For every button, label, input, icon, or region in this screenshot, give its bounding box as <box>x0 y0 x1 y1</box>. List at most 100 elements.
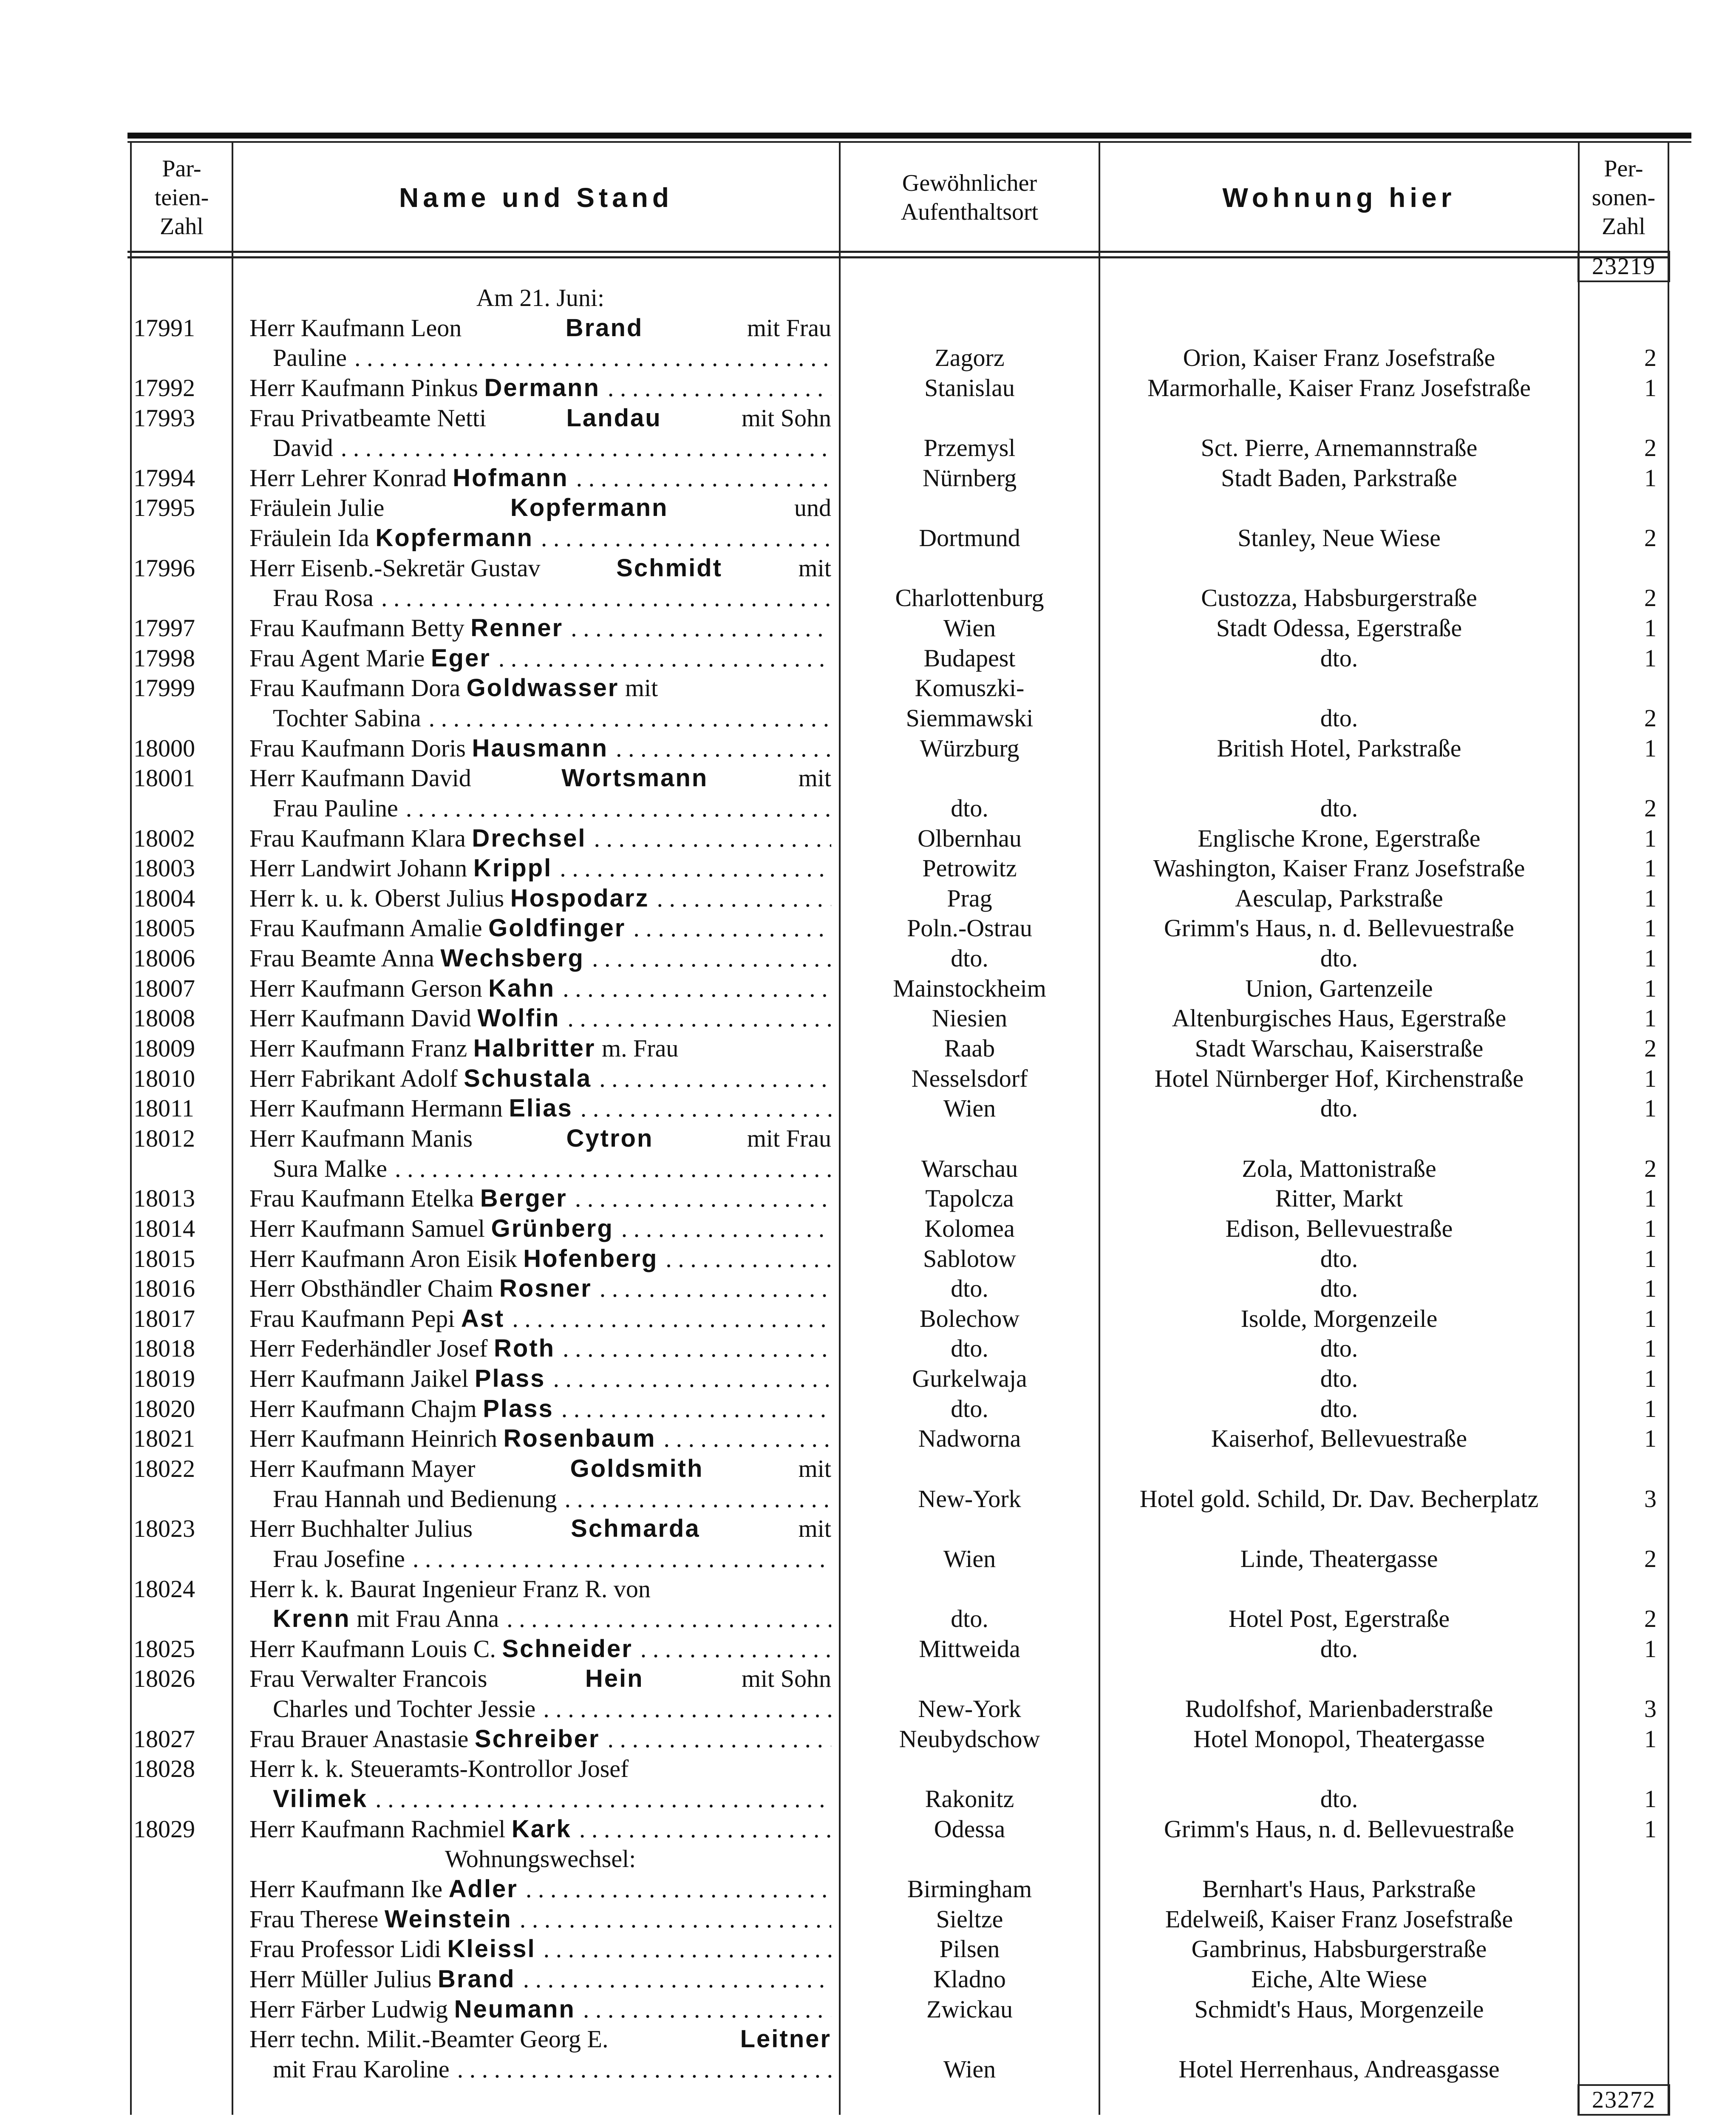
surname: Krippl <box>473 854 552 882</box>
lodging-here <box>1099 673 1579 703</box>
lodging-here <box>1099 403 1579 434</box>
name-text: Herr Kaufmann Franz <box>249 1034 473 1062</box>
party-number: 18014 <box>133 1214 195 1242</box>
party-number <box>131 703 232 734</box>
name-and-status: Herr Kaufmann Mayer Goldsmith mit <box>232 1454 840 1484</box>
party-number: 17992 <box>133 374 195 402</box>
name-and-status: Herr Federhändler Josef Roth <box>232 1334 840 1364</box>
table-row: 18002 Frau Kaufmann Klara Drechsel Olbernh… <box>131 824 1669 854</box>
dot-leader <box>507 1604 831 1634</box>
person-count <box>1579 2024 1669 2054</box>
party-number <box>131 1484 232 1514</box>
name-text: Fräulein Julie <box>249 494 391 522</box>
name-text: Herr Kaufmann Leon <box>249 314 468 342</box>
dot-leader <box>512 1304 831 1334</box>
usual-residence: Tapolcza <box>925 1184 1014 1213</box>
name-and-status: Herr Kaufmann Samuel Grünberg <box>232 1214 840 1244</box>
lodging-here: Hotel Monopol, Theatergasse <box>1193 1725 1485 1753</box>
name-and-status: Herr Kaufmann Louis C. Schneider <box>232 1634 840 1664</box>
surname: Krenn <box>273 1605 351 1633</box>
party-number: 17991 <box>133 314 195 342</box>
header-name-and-status: Name und Stand <box>399 182 673 213</box>
header-rule <box>127 251 1670 253</box>
table-row: 17998 Frau Agent Marie Eger Budapest dto. 1 <box>131 643 1669 674</box>
lodging-here: Schmidt's Haus, Morgenzeile <box>1194 1995 1484 2023</box>
lodging-here <box>1099 1574 1579 1604</box>
lodging-here <box>1099 313 1579 343</box>
name-text: Pauline <box>273 344 347 372</box>
person-count: 1 <box>1644 974 1657 1002</box>
person-count <box>1579 1995 1669 2025</box>
table-row: Frau Josefine Wien Linde, Theatergasse 2 <box>131 1544 1669 1574</box>
lodging-here <box>1099 1454 1579 1484</box>
usual-residence: dto. <box>951 794 988 822</box>
person-count <box>1579 673 1669 703</box>
table-row: 18004 Herr k. u. k. Oberst Julius Hospoda… <box>131 884 1669 914</box>
header-text: Zahl <box>1602 213 1645 240</box>
lodging-here: dto. <box>1320 1394 1358 1422</box>
name-and-status: Krenn mit Frau Anna <box>232 1604 840 1634</box>
usual-residence: Niesien <box>932 1004 1008 1032</box>
lodging-here: dto. <box>1320 1785 1358 1813</box>
table-row: 18016 Herr Obsthändler Chaim Rosner dto. dt… <box>131 1274 1669 1304</box>
name-and-status: Herr k. k. Steueramts-Kontrollor Josef <box>232 1754 840 1784</box>
usual-residence: Mittweida <box>919 1635 1020 1663</box>
lodging-here: dto. <box>1320 1334 1358 1363</box>
usual-residence <box>840 1574 1099 1604</box>
name-text: Frau Kaufmann Dora <box>249 674 467 702</box>
usual-residence <box>840 1844 1099 1874</box>
name-suffix: mit <box>792 1515 831 1543</box>
party-number <box>131 793 232 824</box>
person-count <box>1579 1904 1669 1935</box>
lodging-here: Stadt Baden, Parkstraße <box>1221 464 1457 492</box>
name-text: Sura Malke <box>273 1154 387 1182</box>
header-text: Per- <box>1604 156 1643 182</box>
person-count: 1 <box>1644 1334 1657 1363</box>
name-and-status: Herr techn. Milit.-Beamter Georg E. Leit… <box>232 2024 840 2054</box>
name-text: Herr Federhändler Josef <box>249 1334 494 1363</box>
person-count: 2 <box>1644 1605 1657 1633</box>
dot-leader <box>341 433 831 463</box>
lodging-here: Edison, Bellevuestraße <box>1225 1214 1453 1242</box>
person-count <box>1579 553 1669 584</box>
name-and-status: Am 21. Juni: <box>232 283 840 313</box>
name-suffix: mit Frau <box>741 314 831 342</box>
name-text: Herr Kaufmann Rachmiel <box>249 1815 512 1843</box>
surname: Schmarda <box>571 1515 700 1543</box>
usual-residence: Komuszki- <box>915 674 1025 702</box>
table-row: Frau Pauline dto. dto. 2 <box>131 793 1669 824</box>
party-number <box>131 1154 232 1184</box>
dot-leader <box>395 1154 831 1184</box>
person-count: 1 <box>1644 1064 1657 1092</box>
dot-leader <box>663 1424 831 1454</box>
name-and-status: Frau Pauline <box>232 793 840 824</box>
name-and-status: mit Frau Karoline <box>232 2054 840 2085</box>
party-number: 18010 <box>133 1064 195 1092</box>
table-row: 18001 Herr Kaufmann David Wortsmann mit <box>131 763 1669 793</box>
usual-residence: Wien <box>943 1544 996 1572</box>
lodging-here: Washington, Kaiser Franz Josefstraße <box>1153 854 1525 882</box>
lodging-here: Linde, Theatergasse <box>1240 1544 1438 1572</box>
table-row: Sura Malke Warschau Zola, Mattonistraße 2 <box>131 1154 1669 1184</box>
dot-leader <box>567 1003 831 1034</box>
section-heading: Am 21. Juni: <box>476 284 605 312</box>
surname: Elias <box>509 1094 573 1122</box>
usual-residence: Kladno <box>933 1965 1006 1993</box>
name-suffix: mit Sohn <box>735 1665 831 1693</box>
name-text: Herr techn. Milit.-Beamter Georg E. <box>249 2025 615 2053</box>
table-row: 17993 Frau Privatbeamte Netti Landau mit … <box>131 403 1669 434</box>
surname: Hausmann <box>472 734 609 762</box>
table-row: Frau Rosa Charlottenburg Custozza, Habsbur… <box>131 583 1669 613</box>
name-and-status: Herr Kaufmann Manis Cytron mit Frau <box>232 1124 840 1154</box>
name-text: Herr Kaufmann Ike <box>249 1875 449 1903</box>
name-and-status: Herr Kaufmann David Wortsmann mit <box>232 763 840 793</box>
name-text: Frau Kaufmann Betty <box>249 614 471 642</box>
party-number: 17997 <box>133 614 195 642</box>
person-count <box>1579 1874 1669 1904</box>
dot-leader <box>498 643 831 674</box>
lodging-here: Stadt Warschau, Kaiserstraße <box>1195 1034 1484 1062</box>
party-number <box>131 1934 232 1964</box>
table-row: Herr Färber Ludwig Neumann Zwickau Schmidt… <box>131 1995 1669 2025</box>
dot-leader <box>543 1694 831 1724</box>
usual-residence: New-York <box>918 1695 1021 1723</box>
